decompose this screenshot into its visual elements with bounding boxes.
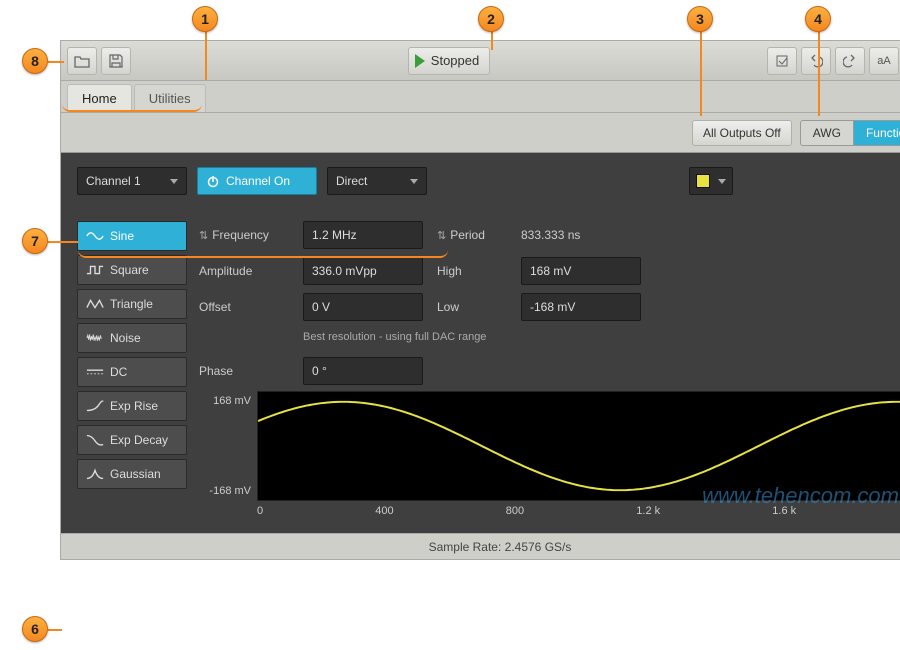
- status-bar: Sample Rate: 2.4576 GS/s: [61, 533, 900, 559]
- play-status-label: Stopped: [431, 53, 479, 68]
- undo-icon: [809, 54, 823, 68]
- sub-bar: All Outputs Off AWG Functions: [61, 113, 900, 153]
- high-label: High: [437, 264, 507, 278]
- undo-button[interactable]: [801, 47, 831, 75]
- tab-bar: Home Utilities: [61, 81, 900, 113]
- folder-open-icon: [74, 54, 90, 68]
- frequency-label: ⇅Frequency: [199, 228, 289, 242]
- output-mode-label: Direct: [336, 174, 367, 188]
- open-button[interactable]: [67, 47, 97, 75]
- channel-on-label: Channel On: [226, 174, 290, 188]
- waveform-exp-decay[interactable]: Exp Decay: [77, 425, 187, 455]
- app-window: Stopped aA ? Home Utilities: [60, 40, 900, 560]
- phase-label: Phase: [199, 364, 289, 378]
- redo-button[interactable]: [835, 47, 865, 75]
- waveform-exp-rise[interactable]: Exp Rise: [77, 391, 187, 421]
- waveform-gaussian[interactable]: Gaussian: [77, 459, 187, 489]
- waveform-list: Sine Square Triangle Noise DC Exp Rise Exp Dec…: [77, 221, 187, 517]
- save-icon: [109, 54, 123, 68]
- output-mode-selector[interactable]: Direct: [327, 167, 427, 195]
- amplitude-input[interactable]: 336.0 mVpp: [303, 257, 423, 285]
- callout-1: 1: [192, 6, 218, 32]
- high-input[interactable]: 168 mV: [521, 257, 641, 285]
- channel-row: Channel 1 Channel On Direct: [77, 167, 900, 195]
- font-size-button[interactable]: aA: [869, 47, 899, 75]
- chart-y-bot: -168 mV: [199, 485, 251, 497]
- callout-4: 4: [805, 6, 831, 32]
- power-icon: [206, 174, 220, 188]
- all-outputs-off-button[interactable]: All Outputs Off: [692, 120, 792, 146]
- sample-rate-value: 2.4576 GS/s: [505, 540, 572, 554]
- mode-toggle: AWG Functions: [800, 120, 900, 146]
- channel-on-button[interactable]: Channel On: [197, 167, 317, 195]
- waveform-sine[interactable]: Sine: [77, 221, 187, 251]
- offset-input[interactable]: 0 V: [303, 293, 423, 321]
- callout-8: 8: [22, 48, 48, 74]
- link-icon: ⇅: [437, 229, 446, 242]
- callout-2: 2: [478, 6, 504, 32]
- params-panel: ⇅Frequency 1.2 MHz ⇅Period 833.333 ns Am…: [199, 221, 900, 517]
- main-panel: Channel 1 Channel On Direct: [61, 153, 900, 533]
- restore-icon: [775, 54, 789, 68]
- chart-x-labels: 04008001.2 k1.6 k2 k: [257, 501, 900, 517]
- channel-selector[interactable]: Channel 1: [77, 167, 187, 195]
- save-button[interactable]: [101, 47, 131, 75]
- mode-awg-button[interactable]: AWG: [800, 120, 854, 146]
- waveform-chart: [257, 391, 900, 501]
- trace-color-selector[interactable]: [689, 167, 733, 195]
- tab-home[interactable]: Home: [67, 84, 132, 112]
- callout-3: 3: [687, 6, 713, 32]
- period-label: ⇅Period: [437, 228, 507, 242]
- waveform-triangle[interactable]: Triangle: [77, 289, 187, 319]
- chart-area: 168 mV -168 mV: [199, 391, 900, 501]
- toolbar: Stopped aA ?: [61, 41, 900, 81]
- callout-7: 7: [22, 228, 48, 254]
- waveform-dc[interactable]: DC: [77, 357, 187, 387]
- offset-label: Offset: [199, 300, 289, 314]
- callout-6: 6: [22, 616, 48, 642]
- play-stop-button[interactable]: Stopped: [408, 47, 490, 75]
- waveform-square[interactable]: Square: [77, 255, 187, 285]
- mode-functions-button[interactable]: Functions: [854, 120, 900, 146]
- period-value: 833.333 ns: [521, 228, 641, 242]
- redo-icon: [843, 54, 857, 68]
- low-label: Low: [437, 300, 507, 314]
- phase-input[interactable]: 0 °: [303, 357, 423, 385]
- low-input[interactable]: -168 mV: [521, 293, 641, 321]
- link-icon: ⇅: [199, 229, 208, 242]
- chart-y-top: 168 mV: [199, 395, 251, 407]
- play-icon: [415, 54, 425, 68]
- frequency-input[interactable]: 1.2 MHz: [303, 221, 423, 249]
- amplitude-label: Amplitude: [199, 264, 289, 278]
- resolution-hint: Best resolution - using full DAC range: [303, 329, 641, 349]
- font-size-icon: aA: [877, 55, 890, 67]
- content-row: Sine Square Triangle Noise DC Exp Rise Exp Dec…: [77, 221, 900, 517]
- sample-rate-label: Sample Rate:: [429, 540, 502, 554]
- channel-selector-label: Channel 1: [86, 174, 141, 188]
- waveform-noise[interactable]: Noise: [77, 323, 187, 353]
- restore-button[interactable]: [767, 47, 797, 75]
- tab-utilities[interactable]: Utilities: [134, 84, 206, 112]
- color-chip: [696, 174, 710, 188]
